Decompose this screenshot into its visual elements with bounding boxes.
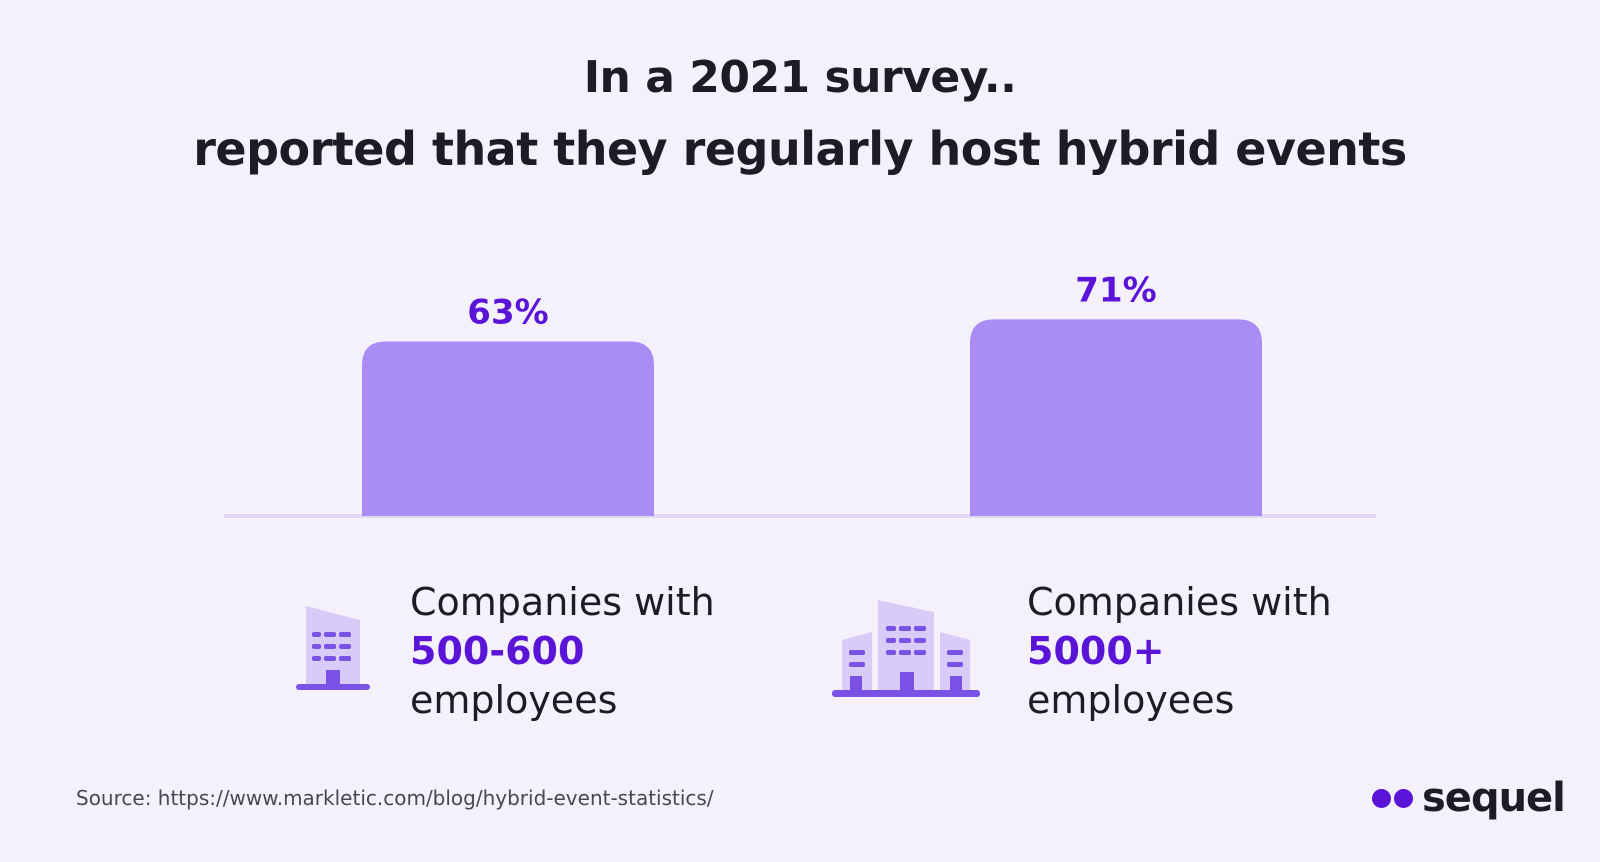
bar-chart: 63% 71% bbox=[224, 270, 1376, 518]
bar-500-600 bbox=[362, 341, 654, 516]
category-range: 5000+ bbox=[1027, 629, 1165, 673]
category-prefix: Companies with bbox=[410, 580, 715, 624]
sequel-logo: sequel bbox=[1372, 775, 1566, 821]
chart-title-line-1: In a 2021 survey.. bbox=[583, 52, 1017, 103]
category-prefix: Companies with bbox=[1027, 580, 1332, 624]
data-label-5000+: 71% bbox=[1075, 270, 1156, 310]
chart-title-line-2: reported that they regularly host hybrid… bbox=[193, 122, 1407, 176]
category-suffix: employees bbox=[410, 678, 618, 722]
city-buildings-icon bbox=[832, 600, 980, 697]
logo-dot-icon bbox=[1394, 788, 1413, 808]
category-suffix: employees bbox=[1027, 678, 1235, 722]
baseline bbox=[224, 514, 1376, 518]
category-range: 500-600 bbox=[410, 629, 585, 673]
source-citation: Source: https://www.markletic.com/blog/h… bbox=[76, 786, 714, 810]
logo-dot-icon bbox=[1372, 788, 1391, 808]
bar-5000+ bbox=[970, 319, 1262, 516]
category-label-500-600: Companies with 500-600 employees bbox=[410, 578, 715, 725]
category-label-5000-plus: Companies with 5000+ employees bbox=[1027, 578, 1332, 725]
data-label-500-600: 63% bbox=[467, 292, 548, 332]
logo-text: sequel bbox=[1422, 775, 1566, 821]
office-building-icon bbox=[296, 606, 370, 690]
